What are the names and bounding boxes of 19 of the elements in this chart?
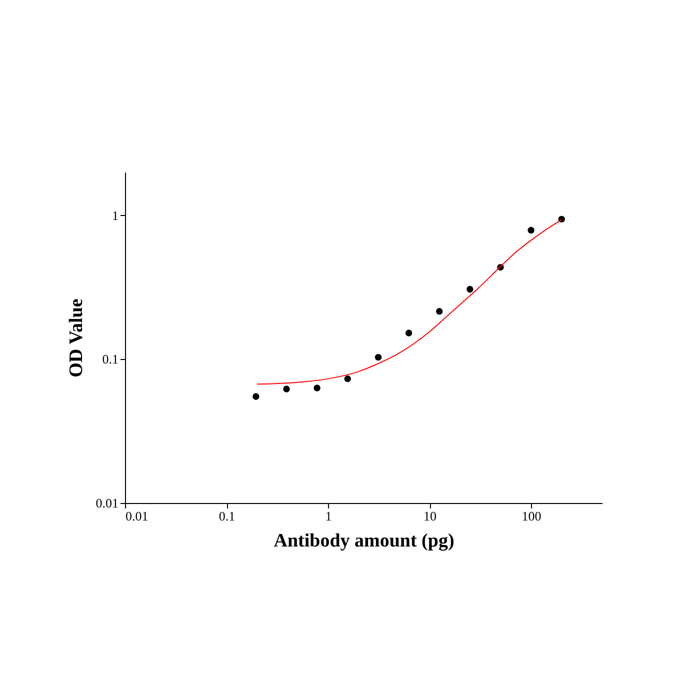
x-tick-label: 0.1 — [218, 508, 236, 524]
point — [314, 384, 320, 392]
y-axis-title: OD Value — [66, 298, 87, 378]
x-tick-label: 100 — [522, 508, 542, 524]
y-tick-label: 0.01 — [96, 496, 118, 510]
point — [466, 286, 474, 293]
point — [528, 226, 534, 234]
y-tick-label: 1 — [112, 208, 118, 223]
y-tick-label: 0.1 — [102, 352, 118, 367]
x-tick-label: 1 — [325, 508, 332, 524]
point — [374, 354, 382, 361]
point — [283, 386, 290, 392]
x-tick-label: 0.01 — [126, 508, 148, 524]
point — [436, 308, 443, 315]
x-tick-label: 10 — [424, 508, 437, 524]
x-axis-title: Antibody amount (pg) — [274, 530, 454, 552]
point — [252, 393, 260, 400]
point — [344, 375, 351, 382]
point — [405, 330, 412, 336]
